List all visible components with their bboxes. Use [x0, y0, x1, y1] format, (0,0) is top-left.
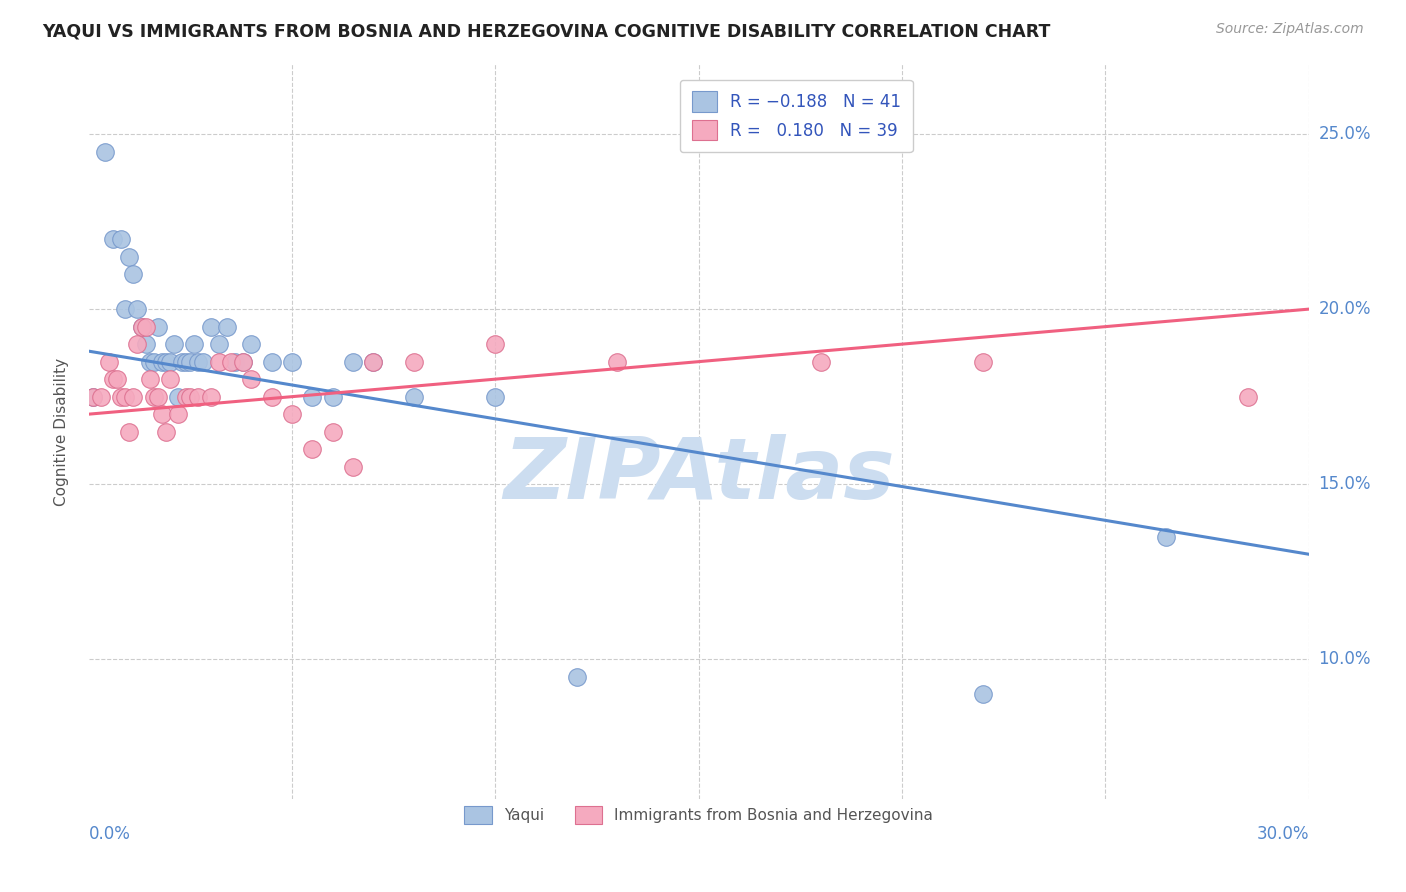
Point	[142, 354, 165, 368]
Point	[810, 354, 832, 368]
Point	[606, 354, 628, 368]
Point	[322, 425, 344, 439]
Point	[138, 354, 160, 368]
Point	[402, 354, 425, 368]
Point	[150, 354, 173, 368]
Point	[183, 337, 205, 351]
Point	[131, 319, 153, 334]
Point	[208, 337, 231, 351]
Point	[82, 390, 104, 404]
Text: 25.0%: 25.0%	[1319, 125, 1371, 143]
Point	[155, 354, 177, 368]
Point	[281, 354, 304, 368]
Text: 30.0%: 30.0%	[1256, 825, 1309, 843]
Point	[135, 319, 157, 334]
Text: 10.0%: 10.0%	[1319, 650, 1371, 668]
Point	[174, 354, 197, 368]
Point	[200, 390, 222, 404]
Point	[155, 425, 177, 439]
Point	[187, 390, 209, 404]
Point	[131, 319, 153, 334]
Point	[322, 390, 344, 404]
Point	[301, 442, 323, 457]
Point	[187, 354, 209, 368]
Point	[179, 354, 201, 368]
Point	[232, 354, 254, 368]
Point	[972, 354, 994, 368]
Point	[342, 459, 364, 474]
Point	[101, 372, 124, 386]
Point	[1236, 390, 1258, 404]
Point	[150, 407, 173, 421]
Point	[240, 337, 263, 351]
Point	[110, 232, 132, 246]
Point	[174, 390, 197, 404]
Point	[167, 407, 190, 421]
Text: Cognitive Disability: Cognitive Disability	[55, 358, 69, 506]
Point	[260, 390, 283, 404]
Legend: Yaqui, Immigrants from Bosnia and Herzegovina: Yaqui, Immigrants from Bosnia and Herzeg…	[457, 798, 941, 832]
Text: ZIPAtlas: ZIPAtlas	[503, 434, 894, 517]
Point	[82, 390, 104, 404]
Text: 20.0%: 20.0%	[1319, 300, 1371, 318]
Point	[200, 319, 222, 334]
Point	[127, 302, 149, 317]
Point	[342, 354, 364, 368]
Point	[98, 354, 121, 368]
Point	[114, 302, 136, 317]
Point	[260, 354, 283, 368]
Point	[1156, 530, 1178, 544]
Text: YAQUI VS IMMIGRANTS FROM BOSNIA AND HERZEGOVINA COGNITIVE DISABILITY CORRELATION: YAQUI VS IMMIGRANTS FROM BOSNIA AND HERZ…	[42, 22, 1050, 40]
Point	[101, 232, 124, 246]
Point	[167, 390, 190, 404]
Point	[122, 390, 145, 404]
Point	[94, 145, 117, 159]
Point	[191, 354, 214, 368]
Point	[179, 390, 201, 404]
Point	[146, 319, 169, 334]
Text: 15.0%: 15.0%	[1319, 475, 1371, 493]
Point	[122, 267, 145, 281]
Text: Source: ZipAtlas.com: Source: ZipAtlas.com	[1216, 22, 1364, 37]
Point	[105, 372, 128, 386]
Point	[484, 337, 506, 351]
Point	[240, 372, 263, 386]
Point	[118, 425, 141, 439]
Point	[110, 390, 132, 404]
Point	[135, 337, 157, 351]
Point	[127, 337, 149, 351]
Point	[363, 354, 385, 368]
Point	[301, 390, 323, 404]
Point	[159, 372, 181, 386]
Point	[363, 354, 385, 368]
Point	[402, 390, 425, 404]
Point	[232, 354, 254, 368]
Point	[208, 354, 231, 368]
Point	[565, 670, 588, 684]
Point	[972, 687, 994, 701]
Point	[224, 354, 246, 368]
Point	[215, 319, 238, 334]
Point	[138, 372, 160, 386]
Point	[219, 354, 242, 368]
Point	[90, 390, 112, 404]
Point	[172, 354, 194, 368]
Point	[118, 250, 141, 264]
Point	[281, 407, 304, 421]
Point	[163, 337, 186, 351]
Point	[159, 354, 181, 368]
Point	[114, 390, 136, 404]
Point	[146, 390, 169, 404]
Point	[142, 390, 165, 404]
Point	[484, 390, 506, 404]
Text: 0.0%: 0.0%	[89, 825, 131, 843]
